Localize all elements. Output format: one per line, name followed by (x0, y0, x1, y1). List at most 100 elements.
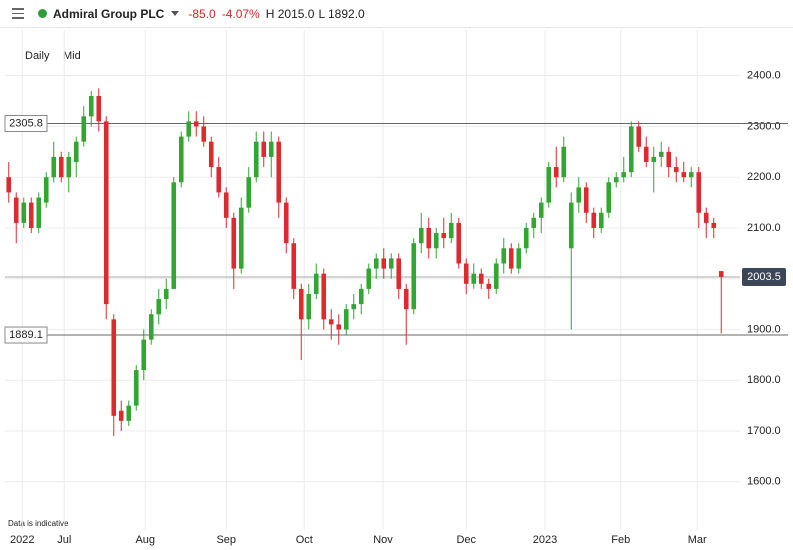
x-tick-label: Feb (611, 534, 630, 546)
candle-body (636, 126, 642, 147)
candle-body (313, 273, 319, 294)
candle-body (253, 141, 259, 178)
candle-body (246, 177, 252, 208)
x-tick-label: 2022 (10, 534, 34, 546)
reference-label: 1889.1 (9, 329, 43, 341)
candle-body (21, 202, 27, 223)
candle-body (576, 187, 582, 203)
x-tick-label: Nov (373, 534, 393, 546)
candle-body (471, 273, 477, 284)
candle-body (441, 233, 447, 239)
candle-body (508, 248, 514, 269)
y-tick-label: 1600.0 (747, 476, 781, 488)
y-tick-label: 1900.0 (747, 323, 781, 335)
candle-body (238, 207, 244, 269)
candle-body (591, 212, 597, 228)
candle-body (546, 167, 552, 203)
candle-body (216, 167, 222, 193)
candle-body (688, 172, 694, 178)
day-low: L 1892.0 (318, 6, 365, 21)
candle-body (456, 222, 462, 264)
candle-body (141, 339, 147, 371)
candle-body (673, 167, 679, 173)
candle-body (231, 217, 237, 269)
y-tick-label: 2200.0 (747, 171, 781, 183)
candle-body (651, 156, 657, 162)
candle-body (126, 405, 132, 421)
y-tick-label: 2100.0 (747, 222, 781, 234)
candle-body (501, 248, 507, 264)
candle-body (28, 202, 34, 228)
candle-body (478, 273, 484, 284)
candle-body (523, 227, 529, 249)
symbol-dropdown[interactable] (171, 11, 180, 16)
candle-body (193, 121, 199, 127)
candle-body (283, 202, 289, 244)
candle-body (598, 212, 604, 228)
candle-body (328, 319, 334, 325)
x-tick-label: 2023 (533, 534, 557, 546)
candle-body (696, 172, 702, 213)
candle-body (448, 222, 454, 239)
candle-body (186, 121, 192, 137)
candle-body (426, 227, 432, 249)
candle-body (538, 202, 544, 218)
candle-body (433, 233, 439, 249)
y-tick-label: 1800.0 (747, 374, 781, 386)
candle-body (36, 197, 42, 228)
candle-body (73, 141, 79, 162)
candle-body (681, 172, 687, 178)
candle-body (583, 187, 589, 213)
header: Admiral Group PLC -85.0 -4.07% H 2015.0 … (0, 0, 793, 28)
candle-body (306, 293, 312, 320)
candle-body (718, 271, 724, 277)
x-tick-label: Jul (57, 534, 71, 546)
candle-body (493, 263, 499, 289)
candle-body (561, 146, 567, 178)
menu-button[interactable] (12, 8, 24, 19)
candle-body (118, 410, 124, 421)
candle-body (486, 283, 492, 289)
candle-body (276, 141, 282, 203)
candle-body (148, 314, 154, 340)
candle-body (516, 248, 522, 269)
candle-body (261, 141, 267, 157)
candle-body (381, 258, 387, 269)
candle-body (268, 141, 274, 157)
last-price-box (742, 267, 786, 286)
candle-body (366, 268, 372, 289)
candle-body (666, 151, 672, 168)
candle-body (568, 202, 574, 249)
candle-body (298, 288, 304, 320)
x-tick-label: Dec (456, 534, 476, 546)
candle-body (373, 258, 379, 269)
candle-body (6, 177, 12, 193)
candle-body (396, 258, 402, 289)
x-tick-label: Sep (216, 534, 236, 546)
candle-body (201, 126, 207, 142)
candle-body (388, 258, 394, 269)
candle-body (403, 288, 409, 310)
y-tick-label: 2400.0 (747, 70, 781, 82)
candle-body (606, 182, 612, 213)
x-tick-label: Oct (296, 534, 313, 546)
candle-body (81, 116, 87, 142)
x-tick-label: Mar (688, 534, 707, 546)
candle-body (358, 288, 364, 305)
last-price-label: 2003.5 (747, 271, 781, 283)
interval[interactable]: Daily (25, 50, 50, 62)
reference-label-box (4, 326, 48, 344)
candle-body (418, 227, 424, 244)
candle-body (43, 177, 49, 203)
candle-body (321, 273, 327, 320)
price-type[interactable]: Mid (63, 50, 81, 62)
candle-body (553, 167, 559, 178)
candle-body (171, 182, 177, 289)
change: -85.0 (188, 6, 216, 21)
candle-body (621, 172, 627, 178)
candle-body (613, 177, 619, 183)
note: Data is indicative (8, 519, 69, 528)
candle-body (111, 319, 117, 416)
